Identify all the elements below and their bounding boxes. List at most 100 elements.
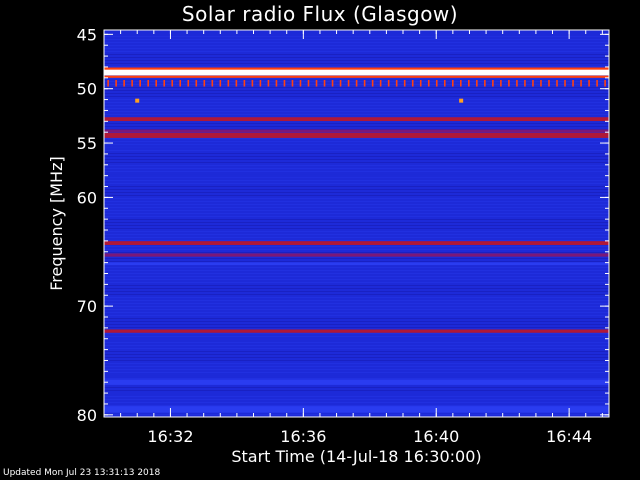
spectrum-texture-row [104,357,609,358]
spectrum-texture-row [104,150,609,151]
spectrum-texture-row [104,309,609,310]
spectrum-texture-row [104,75,609,76]
spectrum-texture-row [104,39,609,40]
periodic-spike [580,80,582,87]
periodic-spike [131,80,133,87]
periodic-spike [492,80,494,87]
spectrum-texture-row [104,99,609,100]
spectrum-texture-row [104,345,609,346]
frequency-band [104,144,609,148]
periodic-spike [275,80,278,87]
plot-area [104,30,609,417]
periodic-spike [195,80,198,87]
spectrum-texture-row [104,45,609,46]
spectrum-texture-row [104,300,609,301]
spectrum-texture-row [104,333,609,334]
periodic-spike [203,80,206,87]
spectrum-texture-row [104,270,609,271]
spectrum-texture-row [104,258,609,259]
periodic-spike [451,80,454,87]
spectrum-texture-row [104,279,609,280]
spectrum-texture-row [104,168,609,169]
frequency-band [104,262,609,266]
periodic-spike [251,80,254,87]
periodic-spike [171,80,174,87]
spectrum-texture-row [104,60,609,61]
spectrum-texture-row [104,327,609,328]
spectrum-texture-row [104,57,609,58]
periodic-spike [307,80,310,87]
spectrum-texture-row [104,312,609,313]
spectrum-texture-row [104,138,609,139]
spectrum-texture-row [104,273,609,274]
spectrum-texture-row [104,216,609,217]
spectrum-texture-row [104,51,609,52]
spectrum-texture-row [104,93,609,94]
periodic-spike [315,80,318,87]
spectrum-texture-row [104,192,609,193]
spectrum-texture-row [104,396,609,397]
spectrum-texture-row [104,54,609,55]
updated-timestamp: Updated Mon Jul 23 13:31:13 2018 [3,468,161,478]
spectrum-texture-row [104,267,609,268]
periodic-spike [468,80,470,87]
periodic-spike [179,80,182,87]
spectrum-texture-row [104,372,609,373]
periodic-spike [476,80,478,87]
periodic-spike [435,80,438,87]
spectrum-texture-row [104,351,609,352]
periodic-spike [588,80,590,87]
periodic-spike [403,80,406,87]
x-tick-label: 16:36 [280,427,326,446]
spectrum-texture-row [104,210,609,211]
spectrum-texture-row [104,294,609,295]
y-tick-label: 70 [77,297,97,316]
x-tick-label: 16:40 [413,427,459,446]
spectrum-texture-row [104,282,609,283]
periodic-spike [604,80,606,87]
frequency-band [104,253,609,257]
periodic-spike [267,80,270,87]
spectrum-texture-row [104,90,609,91]
periodic-spike [115,80,117,87]
x-axis-title: Start Time (14-Jul-18 16:30:00) [231,447,481,466]
spectrum-texture-row [104,219,609,220]
periodic-spike [123,80,125,87]
periodic-spike [564,80,566,87]
spectrum-texture-row [104,201,609,202]
spectrum-texture-row [104,387,609,388]
periodic-spike [500,80,502,87]
spectrum-texture-row [104,324,609,325]
frequency-band [104,329,609,333]
spectrum-texture-row [104,105,609,106]
periodic-spike [508,80,510,87]
spectrum-texture-row [104,36,609,37]
spectrum-texture-row [104,390,609,391]
frequency-band [104,75,609,78]
x-tick-label: 16:44 [546,427,592,446]
spectrum-texture-row [104,180,609,181]
spectrum-texture-row [104,366,609,367]
periodic-spike [259,80,262,87]
spectrum-texture-row [104,213,609,214]
periodic-spike [347,80,350,87]
plot-frame [103,29,610,418]
periodic-spike [427,80,430,87]
periodic-spike [443,80,446,87]
frequency-band [104,133,609,138]
spectrum-texture-row [104,78,609,79]
periodic-spike [331,80,334,87]
spectrum-texture-row [104,342,609,343]
spectrum-texture-row [104,63,609,64]
frequency-band [104,32,609,37]
y-tick-label: 55 [77,134,97,153]
spectrum-texture-row [104,363,609,364]
frequency-band [104,337,609,340]
y-tick-label: 45 [77,25,97,44]
y-tick-label: 50 [77,80,97,99]
spectrum-texture-row [104,87,609,88]
x-tick-label: 16:32 [147,427,193,446]
spectrum-texture-row [104,153,609,154]
spectrum-texture-row [104,141,609,142]
spectrum-texture-row [104,102,609,103]
